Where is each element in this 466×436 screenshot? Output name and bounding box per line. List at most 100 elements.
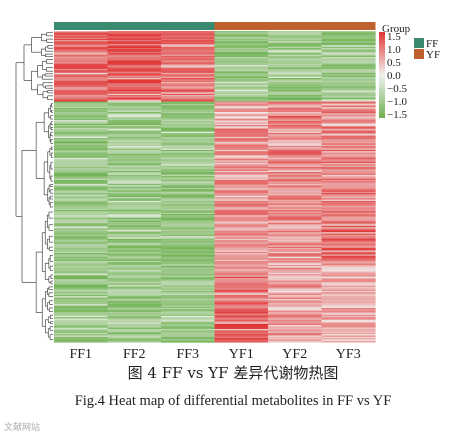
- heatmap-cell: [214, 75, 269, 78]
- heatmap-cell: [268, 237, 323, 240]
- heatmap-cell: [268, 31, 323, 33]
- heatmap-cell: [161, 279, 216, 282]
- heatmap-cell: [214, 105, 269, 108]
- heatmap-cell: [107, 276, 162, 279]
- heatmap-cell: [214, 166, 269, 169]
- heatmap-cell: [161, 165, 216, 168]
- color-scale-tick: 1.5: [387, 31, 401, 43]
- heatmap-cell: [268, 143, 323, 146]
- heatmap-cell: [54, 315, 109, 318]
- heatmap-cell: [321, 301, 376, 304]
- heatmap-cell: [161, 166, 216, 169]
- heatmap-cell: [268, 80, 323, 83]
- heatmap-cell: [107, 79, 162, 82]
- heatmap-cell: [107, 250, 162, 253]
- heatmap-cell: [107, 153, 162, 156]
- heatmap-cell: [214, 34, 269, 37]
- heatmap-cell: [214, 135, 269, 138]
- heatmap-cell: [321, 247, 376, 250]
- heatmap-cell: [107, 321, 162, 323]
- heatmap-cell: [268, 70, 323, 73]
- heatmap-cell: [161, 309, 216, 312]
- heatmap-cell: [321, 207, 376, 210]
- heatmap-cell: [107, 145, 162, 148]
- heatmap-cell: [268, 166, 323, 169]
- heatmap-cell: [214, 193, 269, 195]
- heatmap-cell: [321, 302, 376, 305]
- heatmap-cell: [321, 254, 376, 257]
- heatmap-cell: [214, 284, 269, 287]
- heatmap-cell: [268, 118, 323, 121]
- heatmap-cell: [54, 297, 109, 300]
- heatmap-cell: [54, 215, 109, 218]
- heatmap-cell: [321, 202, 376, 205]
- heatmap-cell: [107, 306, 162, 309]
- heatmap-cell: [54, 340, 109, 343]
- heatmap-cell: [54, 160, 109, 163]
- heatmap-cell: [268, 310, 323, 313]
- heatmap-cell: [321, 314, 376, 317]
- heatmap-cell: [107, 68, 162, 71]
- heatmap-cell: [54, 46, 109, 49]
- heatmap-cell: [214, 147, 269, 150]
- heatmap-cell: [214, 88, 269, 91]
- heatmap-cell: [161, 308, 216, 310]
- heatmap-cell: [268, 220, 323, 223]
- heatmap-cell: [268, 132, 323, 135]
- heatmap-cell: [214, 300, 269, 303]
- heatmap-cell: [161, 193, 216, 195]
- heatmap-cell: [161, 143, 216, 146]
- heatmap-cell: [161, 121, 216, 124]
- heatmap-cell: [214, 165, 269, 168]
- heatmap-cell: [161, 297, 216, 300]
- heatmap-cell: [214, 288, 269, 291]
- heatmap-cell: [268, 323, 323, 326]
- heatmap-cell: [214, 257, 269, 259]
- heatmap-cell: [54, 96, 109, 99]
- heatmap-cell: [321, 165, 376, 168]
- heatmap-cell: [321, 328, 376, 331]
- heatmap-cell: [214, 54, 269, 57]
- heatmap-cell: [321, 89, 376, 92]
- heatmap-cell: [161, 315, 216, 318]
- heatmap-cell: [161, 51, 216, 54]
- heatmap-cell: [268, 79, 323, 82]
- heatmap-cell: [321, 38, 376, 41]
- heatmap-cell: [321, 41, 376, 44]
- column-label-ff3: FF3: [176, 347, 199, 360]
- heatmap-cell: [268, 264, 323, 267]
- heatmap-cell: [268, 296, 323, 299]
- heatmap-cell: [214, 102, 269, 105]
- heatmap-cell: [54, 190, 109, 193]
- heatmap-cell: [161, 339, 216, 342]
- heatmap-cell: [107, 42, 162, 45]
- heatmap-cell: [54, 140, 109, 143]
- heatmap-cell: [268, 85, 323, 88]
- heatmap-cell: [268, 336, 323, 339]
- heatmap-cell: [107, 315, 162, 318]
- heatmap-cell: [321, 132, 376, 135]
- heatmap-cell: [54, 157, 109, 160]
- heatmap-cell: [268, 260, 323, 263]
- heatmap-cell: [161, 210, 216, 212]
- heatmap-cell: [107, 338, 162, 340]
- heatmap-cell: [321, 126, 376, 129]
- heatmap-cell: [321, 160, 376, 163]
- heatmap-cell: [214, 53, 269, 56]
- heatmap-cell: [268, 46, 323, 49]
- heatmap-cell: [161, 74, 216, 77]
- heatmap-cell: [161, 136, 216, 139]
- heatmap-cell: [54, 85, 109, 88]
- heatmap-cell: [214, 66, 269, 69]
- heatmap-cell: [268, 223, 323, 225]
- heatmap-cell: [214, 113, 269, 116]
- heatmap-cell: [54, 165, 109, 168]
- heatmap-cell: [161, 190, 216, 193]
- heatmap-cell: [161, 213, 216, 216]
- heatmap-cell: [107, 47, 162, 50]
- heatmap-cell: [54, 68, 109, 71]
- heatmap-cell: [54, 194, 109, 197]
- heatmap-cell: [268, 300, 323, 303]
- heatmap-cell: [214, 139, 269, 142]
- heatmap-cell: [107, 75, 162, 78]
